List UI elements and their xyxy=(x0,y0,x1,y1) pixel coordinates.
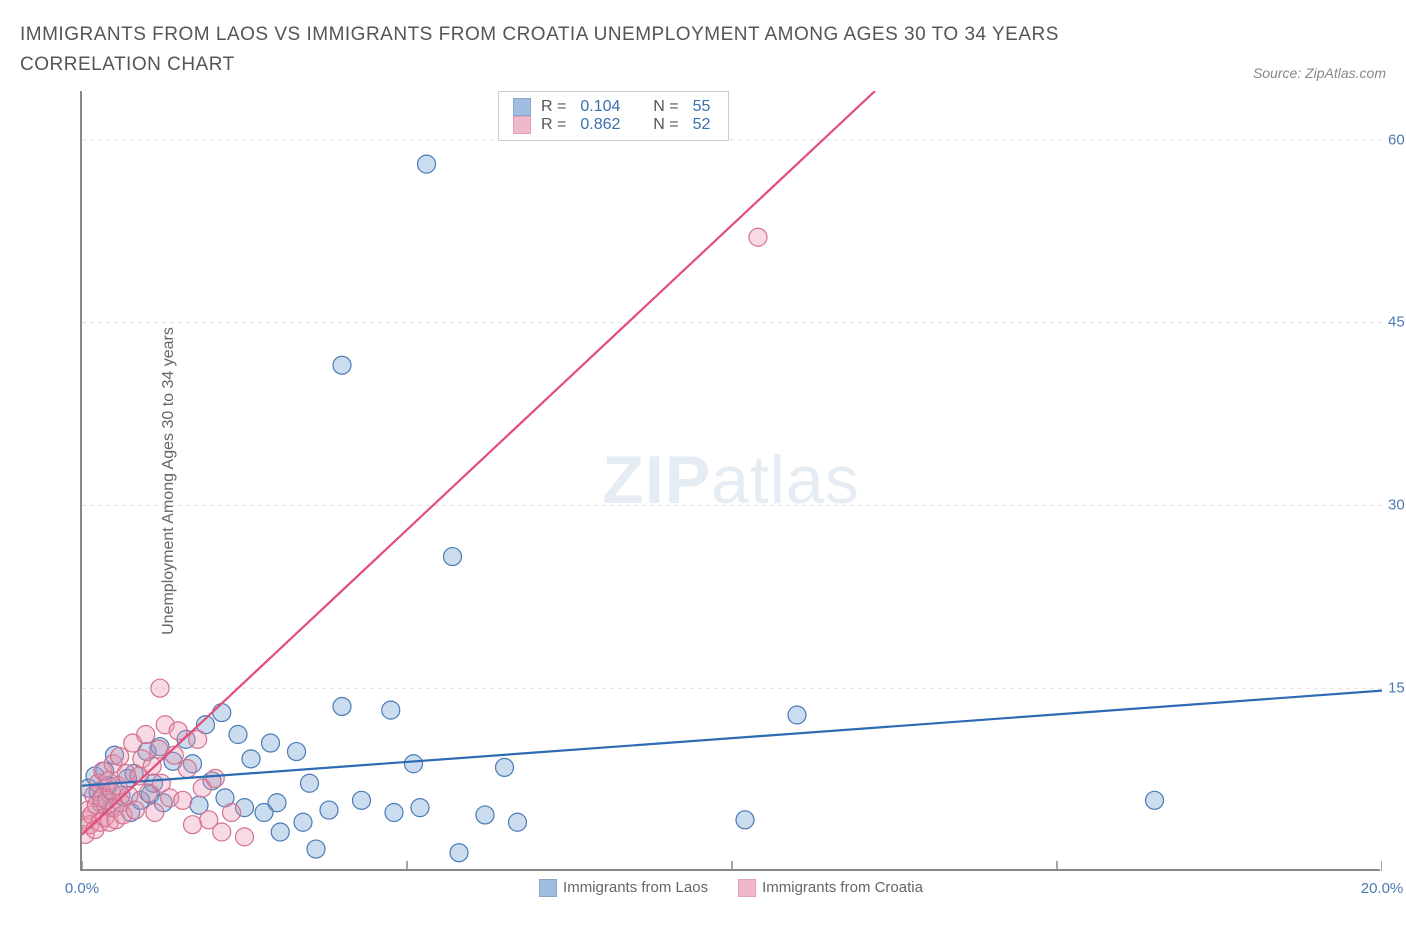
chart-root: IMMIGRANTS FROM LAOS VS IMMIGRANTS FROM … xyxy=(20,20,1386,910)
legend-stat-row: R = 0.862 N = 52 xyxy=(513,116,714,134)
y-tick-label: 15.0% xyxy=(1388,679,1406,696)
legend-r-label: R = xyxy=(541,98,566,116)
legend-swatch xyxy=(539,879,557,897)
source-text: Source: ZipAtlas.com xyxy=(1253,65,1386,81)
title-row: IMMIGRANTS FROM LAOS VS IMMIGRANTS FROM … xyxy=(20,20,1386,81)
legend-series-label: Immigrants from Laos xyxy=(563,879,708,896)
y-tick-label: 30.0% xyxy=(1388,497,1406,514)
legend-bottom: Immigrants from Laos Immigrants from Croa… xyxy=(539,879,923,897)
legend-swatch xyxy=(513,98,531,116)
legend-stat-row: R = 0.104 N = 55 xyxy=(513,98,714,116)
plot-svg xyxy=(82,91,1382,871)
plot-area: ZIPatlas R =0.104 N =55R =0.862 N =52 Im… xyxy=(80,91,1380,871)
chart-title: IMMIGRANTS FROM LAOS VS IMMIGRANTS FROM … xyxy=(20,20,1120,81)
y-tick-label: 60.0% xyxy=(1388,131,1406,148)
legend-n-label: N = xyxy=(653,116,678,134)
legend-swatch xyxy=(513,116,531,134)
legend-n-value: 52 xyxy=(693,116,711,134)
plot-wrapper: Unemployment Among Ages 30 to 34 years Z… xyxy=(20,91,1386,871)
x-tick-label: 0.0% xyxy=(65,880,99,897)
legend-r-label: R = xyxy=(541,116,566,134)
x-tick-label: 20.0% xyxy=(1361,880,1404,897)
legend-r-value: 0.862 xyxy=(580,116,620,134)
legend-series-item: Immigrants from Croatia xyxy=(738,879,923,897)
y-tick-label: 45.0% xyxy=(1388,314,1406,331)
legend-n-label: N = xyxy=(653,98,678,116)
legend-r-value: 0.104 xyxy=(580,98,620,116)
legend-series-item: Immigrants from Laos xyxy=(539,879,708,897)
legend-swatch xyxy=(738,879,756,897)
legend-series-label: Immigrants from Croatia xyxy=(762,879,923,896)
legend-n-value: 55 xyxy=(693,98,711,116)
legend-top: R = 0.104 N = 55 R = 0.862 N = 52 xyxy=(498,91,729,141)
